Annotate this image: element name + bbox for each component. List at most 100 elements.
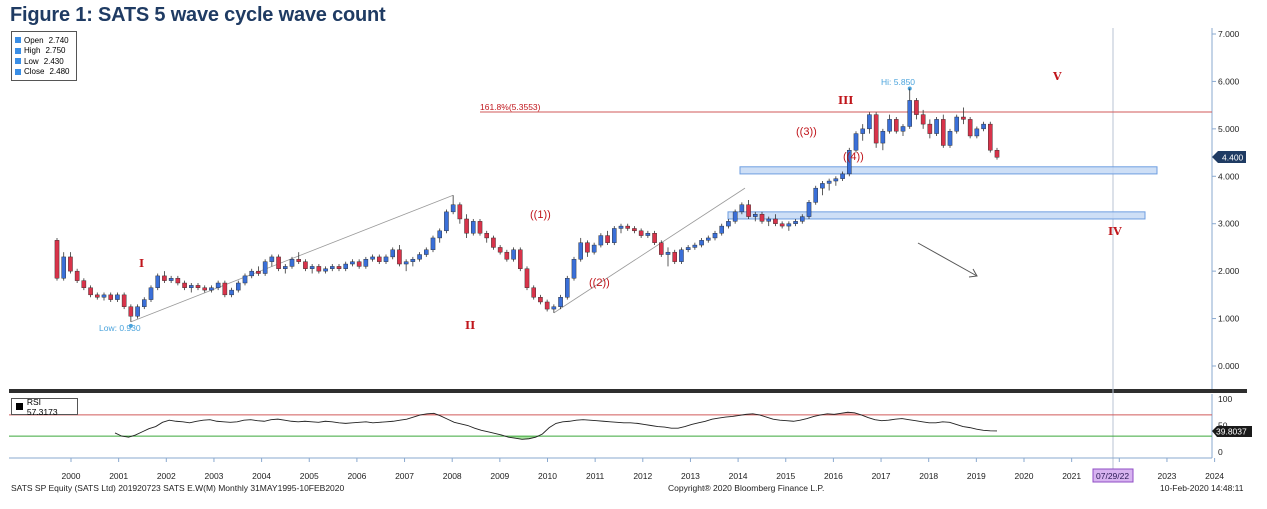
candle-body bbox=[746, 204, 751, 217]
candle-body bbox=[544, 301, 550, 310]
candle-body bbox=[820, 183, 825, 189]
candle-body bbox=[659, 242, 664, 255]
candle-body bbox=[719, 225, 724, 234]
wave-label-V: V bbox=[1052, 70, 1062, 83]
figure-title: Figure 1: SATS 5 wave cycle wave count bbox=[10, 4, 386, 26]
candle-body bbox=[222, 282, 228, 296]
x-tick-label: 2007 bbox=[395, 471, 414, 481]
candle-body bbox=[316, 266, 322, 272]
candle-body bbox=[786, 223, 792, 227]
wave-label-IV: IV bbox=[1108, 225, 1122, 238]
candle-body bbox=[168, 278, 174, 281]
candle-body bbox=[444, 211, 449, 232]
x-tick-label: 2023 bbox=[1157, 471, 1176, 481]
legend-square-icon bbox=[15, 37, 21, 44]
candle-body bbox=[753, 214, 758, 217]
candle-body bbox=[128, 306, 134, 317]
candle-body bbox=[457, 204, 463, 220]
rsi-tick-label: 50 bbox=[1218, 421, 1228, 431]
legend-square-icon bbox=[15, 68, 21, 75]
candle-body bbox=[142, 299, 147, 307]
candle-body bbox=[403, 261, 409, 265]
wave-label-1: ((1)) bbox=[530, 209, 551, 221]
candle-body bbox=[612, 228, 617, 243]
candle-body bbox=[699, 240, 704, 246]
candle-body bbox=[833, 178, 839, 182]
candle-body bbox=[370, 256, 375, 260]
candle-body bbox=[417, 254, 422, 260]
ohlc-value: 2.740 bbox=[48, 35, 69, 45]
candle-body bbox=[491, 237, 496, 248]
candle-body bbox=[598, 235, 604, 246]
legend-square-icon bbox=[15, 47, 21, 54]
candle-body bbox=[424, 249, 429, 255]
candle-body bbox=[88, 287, 93, 296]
y-tick-label: 7.000 bbox=[1218, 29, 1240, 39]
ohlc-open: Open 2.740 bbox=[15, 35, 73, 46]
ohlc-value: 2.480 bbox=[49, 67, 70, 77]
candle-body bbox=[101, 294, 107, 298]
candle-body bbox=[800, 216, 805, 222]
y-tick-label: 5.000 bbox=[1218, 124, 1240, 134]
wave-label-II: II bbox=[465, 319, 475, 332]
candle-body bbox=[242, 275, 248, 284]
footer-copyright: Copyright® 2020 Bloomberg Finance L.P. bbox=[668, 483, 825, 493]
candle-body bbox=[148, 287, 154, 300]
ohlc-legend: Open 2.740 High 2.750 Low 2.430 Close 2.480 bbox=[11, 31, 77, 81]
candle-body bbox=[565, 278, 570, 298]
date-marker-tag: 07/29/22 bbox=[1092, 468, 1134, 483]
candle-body bbox=[847, 149, 852, 175]
candle-body bbox=[632, 228, 637, 232]
svg-text:4.400: 4.400 bbox=[1222, 153, 1244, 163]
x-tick-label: 2021 bbox=[1062, 471, 1081, 481]
candle-body bbox=[108, 294, 113, 300]
wave-label-2: ((2)) bbox=[589, 277, 610, 289]
candle-body bbox=[605, 235, 610, 243]
candle-body bbox=[303, 261, 308, 269]
rsi-legend: RSI 57.3173 bbox=[11, 397, 78, 417]
y-tick-label: 2.000 bbox=[1218, 266, 1240, 276]
candle-body bbox=[410, 259, 416, 262]
forecast-arrow bbox=[917, 242, 978, 278]
x-tick-label: 2009 bbox=[490, 471, 509, 481]
candle-body bbox=[202, 287, 207, 291]
y-tick-label: 6.000 bbox=[1218, 76, 1240, 86]
x-tick-label: 2018 bbox=[919, 471, 938, 481]
legend-square-icon bbox=[16, 403, 23, 410]
candle-body bbox=[934, 119, 939, 134]
candle-body bbox=[115, 294, 120, 300]
candle-body bbox=[880, 131, 886, 144]
candle-body bbox=[840, 173, 845, 179]
candle-body bbox=[283, 266, 288, 269]
y-tick-label: 0.000 bbox=[1218, 361, 1240, 371]
x-tick-label: 2020 bbox=[1015, 471, 1034, 481]
candle-body bbox=[826, 180, 832, 184]
x-tick-label: 2006 bbox=[347, 471, 366, 481]
ohlc-value: 2.750 bbox=[45, 46, 66, 56]
candle-body bbox=[853, 133, 859, 151]
candle-body bbox=[652, 232, 657, 243]
ohlc-label: High bbox=[24, 46, 41, 56]
candle-body bbox=[95, 294, 100, 298]
candle-body bbox=[524, 268, 530, 288]
candle-body bbox=[430, 237, 436, 250]
candle-body bbox=[672, 251, 677, 262]
candle-body bbox=[531, 287, 536, 298]
candle-body bbox=[363, 259, 369, 267]
x-tick-label: 2017 bbox=[872, 471, 891, 481]
panel-separator[interactable] bbox=[9, 389, 1247, 393]
candle-body bbox=[706, 237, 711, 241]
price-panel bbox=[9, 28, 1212, 389]
candle-body bbox=[343, 263, 348, 269]
candle-body bbox=[504, 251, 510, 260]
last-price-tag: 4.400 bbox=[1212, 151, 1246, 163]
x-tick-label: 2002 bbox=[157, 471, 176, 481]
x-tick-label: 2001 bbox=[109, 471, 128, 481]
candle-body bbox=[961, 116, 966, 120]
candle-body bbox=[464, 218, 469, 234]
candle-body bbox=[994, 149, 1000, 158]
candle-body bbox=[551, 306, 557, 310]
candle-body bbox=[477, 221, 483, 234]
candle-body bbox=[900, 126, 906, 132]
